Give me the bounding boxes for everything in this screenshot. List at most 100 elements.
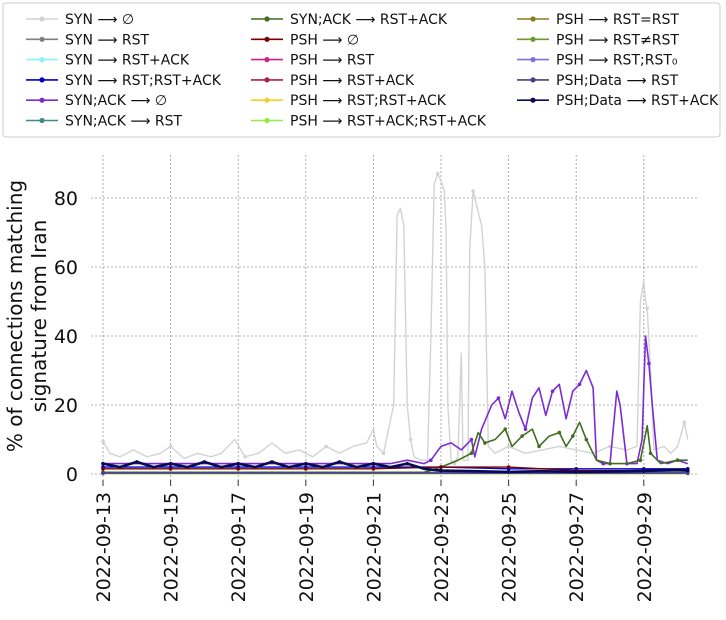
series-marker <box>675 458 680 463</box>
series-marker <box>381 451 386 456</box>
legend-label: SYN;ACK ⟶ RST <box>65 114 183 130</box>
series-marker <box>523 427 528 431</box>
plot-lines <box>101 172 690 476</box>
series-marker <box>371 461 376 466</box>
series-marker <box>101 467 105 471</box>
legend-label: PSH;Data ⟶ RST+ACK <box>556 93 719 109</box>
series-marker <box>101 471 105 475</box>
series-line <box>103 421 688 474</box>
x-tick-label: 2022-09-19 <box>296 492 318 602</box>
series-line <box>102 173 689 465</box>
series-marker <box>371 467 376 471</box>
series-marker <box>469 437 474 442</box>
series-marker <box>506 470 511 474</box>
y-tick-label: 60 <box>54 257 78 279</box>
series-marker <box>236 461 240 466</box>
series-marker <box>101 461 105 466</box>
series-marker <box>202 460 207 464</box>
series-marker <box>469 451 474 456</box>
series-marker <box>429 458 433 463</box>
legend-label: SYN;ACK ⟶ ∅ <box>65 93 167 109</box>
series-marker <box>645 306 649 311</box>
legend-swatch-marker <box>530 16 536 22</box>
legend-swatch-marker <box>264 97 270 103</box>
series-marker <box>483 441 487 445</box>
series-marker <box>435 172 440 176</box>
y-tick-label: 40 <box>54 326 78 348</box>
legend-swatch-marker <box>264 36 270 42</box>
legend-label: PSH ⟶ RST;RST₀ <box>556 53 678 69</box>
series-marker <box>584 437 589 442</box>
series-line <box>103 335 688 465</box>
legend: SYN ⟶ ∅ SYN ⟶ RST SYN ⟶ RST+ACK SYN ⟶ RST;R… <box>26 12 719 130</box>
legend-label: PSH ⟶ RST <box>290 53 374 69</box>
legend-label: PSH;Data ⟶ RST <box>556 73 679 89</box>
x-tick-label: 2022-09-17 <box>228 492 250 602</box>
legend-label: SYN;ACK ⟶ RST+ACK <box>290 12 448 28</box>
legend-swatch-marker <box>39 117 45 124</box>
legend-swatch-marker <box>39 57 45 63</box>
series-marker <box>642 469 646 473</box>
series-marker <box>236 467 240 471</box>
legend-swatch-marker <box>530 77 536 83</box>
legend-label: SYN ⟶ RST <box>65 32 149 48</box>
y-tick-label: 20 <box>54 395 78 417</box>
legend-label: SYN ⟶ RST;RST+ACK <box>65 73 222 89</box>
x-tick-label: 2022-09-25 <box>499 492 521 602</box>
series-marker <box>574 470 578 474</box>
x-tick-label: 2022-09-23 <box>431 492 453 602</box>
series-marker <box>304 461 308 466</box>
series-marker <box>270 460 274 464</box>
series-line <box>103 466 688 470</box>
series-marker <box>408 437 413 442</box>
series-marker <box>168 461 173 466</box>
legend-swatch-marker <box>39 77 45 83</box>
series-marker <box>608 461 612 466</box>
legend-label: PSH ⟶ RST;RST+ACK <box>290 93 447 109</box>
series-marker <box>168 467 173 471</box>
legend-swatch-marker <box>264 16 270 22</box>
series-marker <box>557 430 562 435</box>
series-marker <box>324 444 328 449</box>
legend-box <box>2 2 721 138</box>
legend-swatch-marker <box>530 36 536 42</box>
x-axis-ticks: 2022-09-13 2022-09-15 2022-09-17 2022-09-19… <box>93 480 656 602</box>
series-marker <box>648 451 653 456</box>
y-axis-ticks: 0 20 40 60 80 <box>54 188 78 486</box>
y-tick-label: 80 <box>54 188 78 210</box>
legend-label: PSH ⟶ ∅ <box>290 32 359 48</box>
series-marker <box>647 361 651 366</box>
legend-swatch-marker <box>530 57 536 63</box>
series-marker <box>506 444 511 449</box>
y-axis-label-line-2: signature from Iran <box>27 220 51 413</box>
legend-swatch-marker <box>39 97 45 103</box>
series-marker <box>439 468 443 473</box>
series-marker <box>520 434 524 438</box>
legend-label: PSH ⟶ RST=RST <box>556 12 679 28</box>
series-marker <box>577 382 582 387</box>
series-marker <box>168 444 173 449</box>
legend-swatch-marker <box>39 36 45 42</box>
series-marker <box>471 189 475 193</box>
series-marker <box>685 468 690 473</box>
x-tick-label: 2022-09-21 <box>363 492 385 602</box>
series-marker <box>337 460 342 464</box>
series-marker <box>243 454 247 459</box>
series-marker <box>571 434 575 438</box>
legend-label: PSH ⟶ RST+ACK <box>290 73 415 89</box>
series-marker <box>405 461 410 466</box>
legend-swatch-marker <box>530 97 536 103</box>
legend-swatch-marker <box>264 77 270 83</box>
series-marker <box>550 389 555 394</box>
legend-swatch-marker <box>39 16 45 22</box>
x-tick-label: 2022-09-29 <box>634 492 656 602</box>
series-marker <box>135 460 139 464</box>
x-tick-label: 2022-09-13 <box>93 492 115 602</box>
series-marker <box>506 465 511 469</box>
x-tick-label: 2022-09-15 <box>161 492 183 602</box>
legend-label: PSH ⟶ RST≠RST <box>556 32 679 48</box>
legend-swatch-marker <box>264 57 270 63</box>
y-tick-label: 0 <box>66 464 78 486</box>
series-marker <box>496 396 501 400</box>
